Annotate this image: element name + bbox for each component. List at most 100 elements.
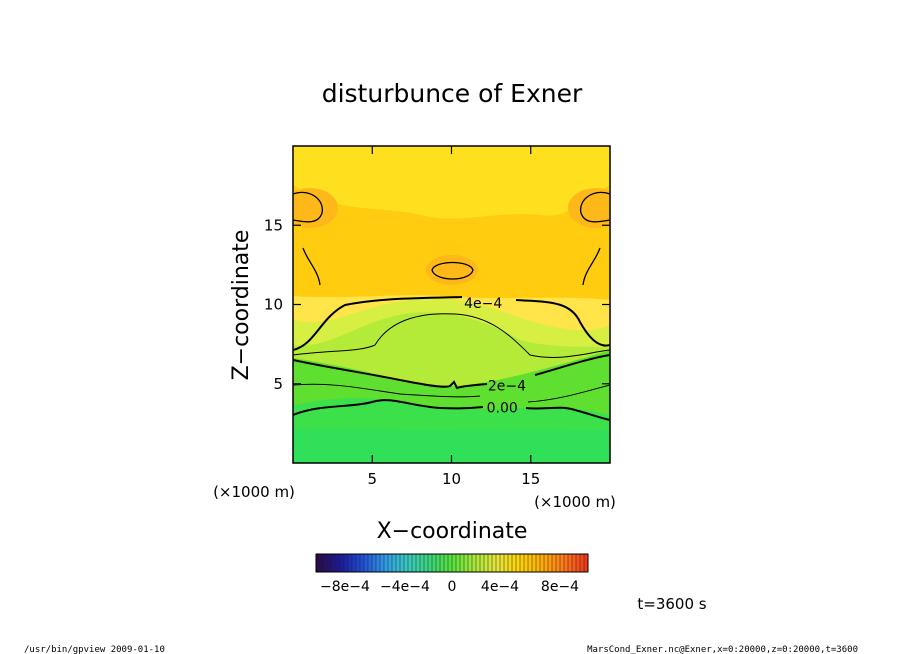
colorbar-stripe: [520, 554, 524, 572]
colorbar-stripe: [396, 554, 400, 572]
colorbar-stripe: [432, 554, 436, 572]
colorbar-stripe: [424, 554, 428, 572]
colorbar-tick-labels: −8e−4 −4e−4 0 4e−4 8e−4: [320, 579, 579, 595]
y-tick-label: 5: [273, 375, 283, 393]
colorbar-stripe: [408, 554, 412, 572]
colorbar-stripe: [420, 554, 424, 572]
colorbar-stripe: [316, 554, 320, 572]
colorbar-stripe: [556, 554, 560, 572]
colorbar-stripe: [412, 554, 416, 572]
colorbar-stripe: [560, 554, 564, 572]
colorbar-stripe: [532, 554, 536, 572]
contour-topleft: [293, 191, 323, 223]
contour-left-wiggle: [302, 247, 321, 286]
y-axis-ticks: 5 10 15: [264, 216, 610, 393]
colorbar-stripe: [328, 554, 332, 572]
colorbar-stripe: [564, 554, 568, 572]
footer-right: MarsCond_Exner.nc@Exner,x=0:20000,z=0:20…: [587, 645, 858, 654]
colorbar-stripe: [324, 554, 328, 572]
contour-2e-4: [293, 354, 610, 390]
contour-label: 4e−4: [464, 296, 502, 312]
colorbar-stripe: [392, 554, 396, 572]
colorbar-stripe: [332, 554, 336, 572]
y-axis-unit: (×1000 m): [213, 483, 295, 501]
y-tick-label: 15: [264, 216, 283, 234]
contour-1e-4: [293, 383, 610, 403]
colorbar-stripe: [452, 554, 456, 572]
colorbar-stripe: [352, 554, 356, 572]
contour-4e-4: [293, 296, 610, 351]
colorbar-stripe: [552, 554, 556, 572]
colorbar-tick-label: 4e−4: [481, 579, 519, 595]
y-tick-label: 10: [264, 296, 283, 314]
colorbar-stripe: [576, 554, 580, 572]
colorbar-stripe: [400, 554, 404, 572]
contour-3e-4: [293, 313, 610, 358]
colorbar-stripe: [580, 554, 584, 572]
contour-label: 0.00: [487, 401, 518, 417]
colorbar-stripe: [444, 554, 448, 572]
colorbar-stripe: [380, 554, 384, 572]
colorbar-stripe: [436, 554, 440, 572]
colorbar-frame: [315, 553, 589, 573]
colorbar-stripe: [348, 554, 352, 572]
contour-label: 2e−4: [488, 378, 526, 394]
colorbar-stripe: [528, 554, 532, 572]
contour-lines: [293, 191, 610, 421]
colorbar-stripe: [468, 554, 472, 572]
colorbar-tick-label: 8e−4: [541, 579, 579, 595]
contour-0: [293, 399, 610, 421]
colorbar-stripe: [568, 554, 572, 572]
contour-topright: [580, 191, 610, 223]
colorbar-stripe: [492, 554, 496, 572]
colorbar-stripe: [376, 554, 380, 572]
colorbar-stripe: [344, 554, 348, 572]
colorbar-stripe: [476, 554, 480, 572]
colorbar-stripe: [516, 554, 520, 572]
field-blob-center: [426, 255, 478, 285]
colorbar-stripe: [508, 554, 512, 572]
colorbar-stripe: [488, 554, 492, 572]
colorbar-stripe: [440, 554, 444, 572]
colorbar-stripe: [340, 554, 344, 572]
field-blob-left: [293, 188, 338, 228]
colorbar-stripe: [404, 554, 408, 572]
x-axis-ticks: 5 10 15: [367, 146, 540, 488]
field-blob-right: [568, 188, 610, 228]
colorbar-stripe: [584, 554, 588, 572]
colorbar-stripe: [496, 554, 500, 572]
colorbar-tick-label: 0: [448, 579, 457, 595]
colorbar-stripe: [504, 554, 508, 572]
colorbar-stripe: [416, 554, 420, 572]
colorbar-stripe: [464, 554, 468, 572]
colorbar-stripe: [384, 554, 388, 572]
x-axis-label: X−coordinate: [377, 519, 528, 544]
colorbar-stripe: [536, 554, 540, 572]
contour-labels: 4e−4 2e−4 0.00: [464, 296, 526, 417]
colorbar-stripe: [524, 554, 528, 572]
y-axis-label: Z−coordinate: [229, 230, 254, 381]
contour-right-wiggle: [582, 247, 601, 286]
field-band-orange: [293, 185, 610, 300]
colorbar-stripe: [484, 554, 488, 572]
colorbar-stripe: [480, 554, 484, 572]
x-tick-label: 15: [521, 470, 540, 488]
x-tick-label: 5: [367, 470, 377, 488]
colorbar-tick-label: −8e−4: [320, 579, 370, 595]
colorbar-stripe: [360, 554, 364, 572]
colorbar-stripe: [548, 554, 552, 572]
time-annotation: t=3600 s: [637, 595, 706, 613]
colorbar-stripe: [320, 554, 324, 572]
colorbar-tick-label: −4e−4: [380, 579, 430, 595]
colorbar-stripe: [512, 554, 516, 572]
x-axis-unit: (×1000 m): [534, 493, 616, 511]
x-tick-label: 10: [442, 470, 461, 488]
contour-center-loop: [431, 261, 474, 280]
colorbar: [315, 554, 588, 572]
colorbar-stripe: [460, 554, 464, 572]
colorbar-stripe: [428, 554, 432, 572]
colorbar-stripe: [544, 554, 548, 572]
colorbar-stripe: [572, 554, 576, 572]
colorbar-stripe: [456, 554, 460, 572]
